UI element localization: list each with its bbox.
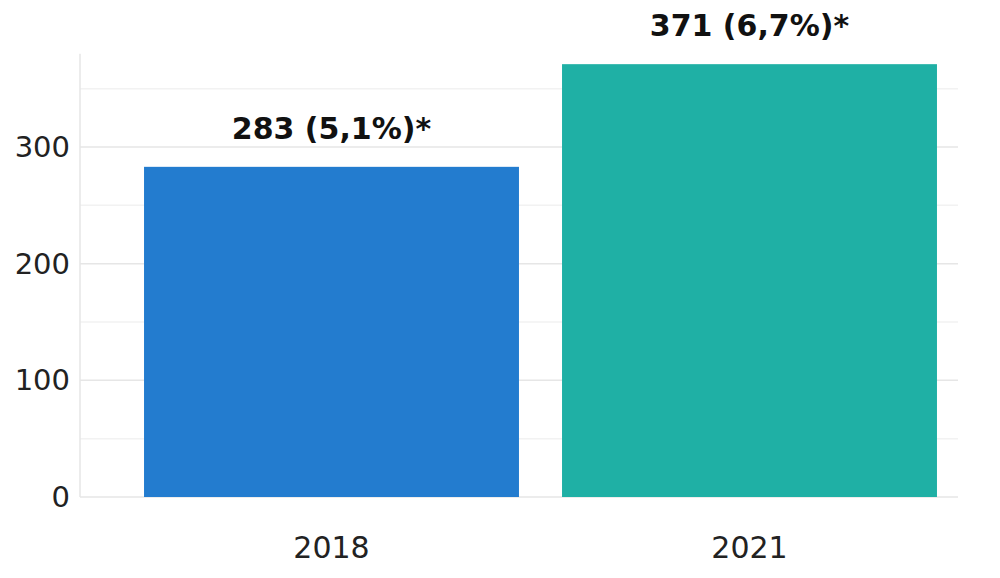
y-axis-line bbox=[79, 54, 81, 497]
y-tick-label: 300 bbox=[15, 130, 70, 164]
bar bbox=[144, 167, 519, 497]
labels: 283 (5,1%)* 2018 371 (6,7%)* 2021 bbox=[232, 8, 850, 565]
y-tick-label: 200 bbox=[15, 247, 70, 281]
x-tick-label: 2018 bbox=[293, 530, 369, 565]
y-tick-labels: 0 100 200 300 bbox=[15, 130, 70, 514]
y-tick-label: 0 bbox=[52, 480, 70, 514]
bar bbox=[562, 64, 937, 497]
chart: 0 100 200 300 283 (5,1%)* 2018 371 (6,7%)* 2021 bbox=[0, 0, 1000, 578]
bars bbox=[144, 64, 937, 497]
y-tick-label: 100 bbox=[15, 363, 70, 397]
chart-container: 0 100 200 300 283 (5,1%)* 2018 371 (6,7%)* 2021 bbox=[0, 0, 1000, 578]
x-tick-label: 2021 bbox=[711, 530, 787, 565]
data-label: 283 (5,1%)* bbox=[232, 111, 432, 146]
data-label: 371 (6,7%)* bbox=[650, 8, 850, 43]
